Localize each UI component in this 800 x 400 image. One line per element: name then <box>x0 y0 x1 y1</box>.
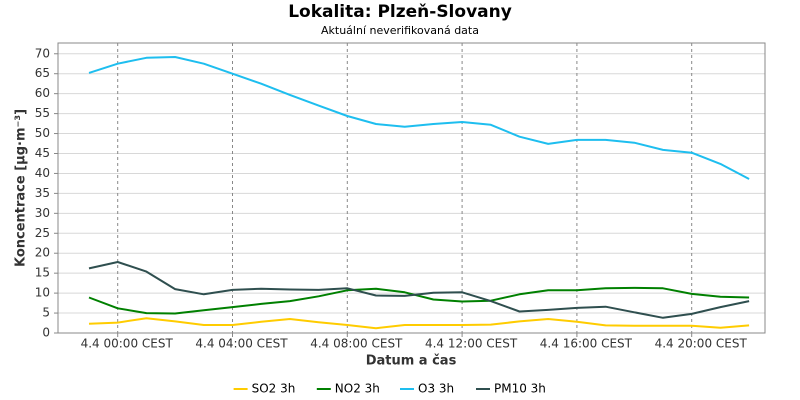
y-tick-label: 25 <box>35 226 50 240</box>
legend-item: NO2 3h <box>316 382 380 396</box>
legend-label: PM10 3h <box>494 382 546 396</box>
x-tick-label: 4.4 04:00 CEST <box>195 337 288 351</box>
y-tick-label: 10 <box>35 286 50 300</box>
x-axis-title: Datum a čas <box>366 354 457 369</box>
x-tick-label: 4.4 20:00 CEST <box>655 337 748 351</box>
chart-subtitle: Aktuální neverifikovaná data <box>321 24 479 37</box>
y-tick-label: 40 <box>35 166 50 180</box>
x-tick-label: 4.4 12:00 CEST <box>425 337 518 351</box>
legend-item: O3 3h <box>400 382 454 396</box>
y-tick-label: 60 <box>35 86 50 100</box>
y-tick-label: 65 <box>35 66 50 80</box>
y-tick-label: 15 <box>35 266 50 280</box>
plot-border <box>57 42 766 334</box>
legend-item: PM10 3h <box>476 382 546 396</box>
legend-label: NO2 3h <box>335 382 380 396</box>
y-tick-label: 20 <box>35 246 50 260</box>
x-tick-label: 4.4 00:00 CEST <box>81 337 174 351</box>
plot-area <box>58 43 765 333</box>
legend-label: O3 3h <box>418 382 454 396</box>
y-tick-label: 0 <box>42 326 50 340</box>
y-tick-label: 50 <box>35 126 50 140</box>
series-line <box>88 56 750 180</box>
y-tick-label: 55 <box>35 106 50 120</box>
y-tick-label: 5 <box>42 306 50 320</box>
x-tick-label: 4.4 16:00 CEST <box>540 337 633 351</box>
y-tick-label: 45 <box>35 146 50 160</box>
y-tick-label: 35 <box>35 186 50 200</box>
x-tick-label: 4.4 08:00 CEST <box>310 337 403 351</box>
y-tick-label: 30 <box>35 206 50 220</box>
series-line <box>88 286 750 315</box>
chart-title: Lokalita: Plzeň-Slovany <box>288 2 512 22</box>
y-axis-title: Koncentrace [µg·m⁻³] <box>14 109 29 267</box>
y-tick-label: 70 <box>35 46 50 60</box>
series-line <box>88 317 750 330</box>
legend-item: SO2 3h <box>233 382 296 396</box>
series-line <box>88 261 750 319</box>
legend-label: SO2 3h <box>252 382 296 396</box>
